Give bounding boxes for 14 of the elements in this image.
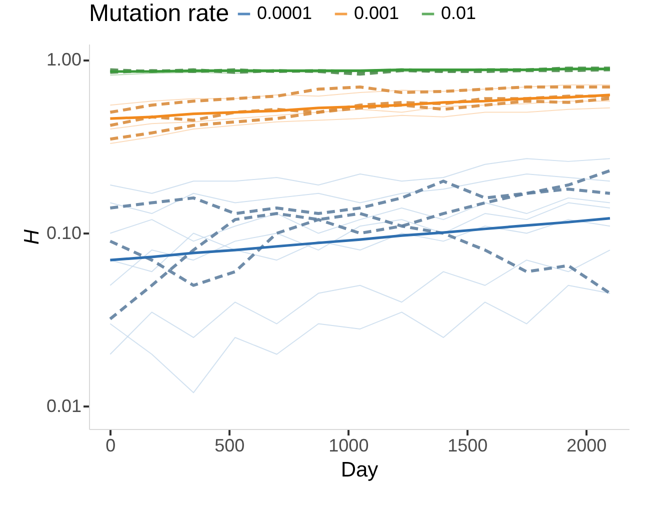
x-tick-label: 2000: [566, 436, 607, 456]
y-tick-label: 1.00: [46, 50, 82, 70]
x-tick-label: 0: [106, 436, 116, 456]
x-tick-label: 1500: [448, 436, 488, 456]
legend-label: 0.01: [441, 3, 476, 23]
legend-title: Mutation rate: [89, 0, 230, 27]
x-tick-label: 1000: [328, 436, 369, 456]
x-axis-title: Day: [340, 458, 379, 482]
x-tick-label: 500: [214, 436, 245, 456]
legend-label: 0.0001: [257, 3, 312, 23]
legend-label: 0.001: [354, 3, 400, 23]
y-axis-title: H: [20, 228, 44, 245]
y-tick-label: 0.01: [46, 396, 82, 416]
y-tick-label: 0.10: [46, 222, 82, 243]
